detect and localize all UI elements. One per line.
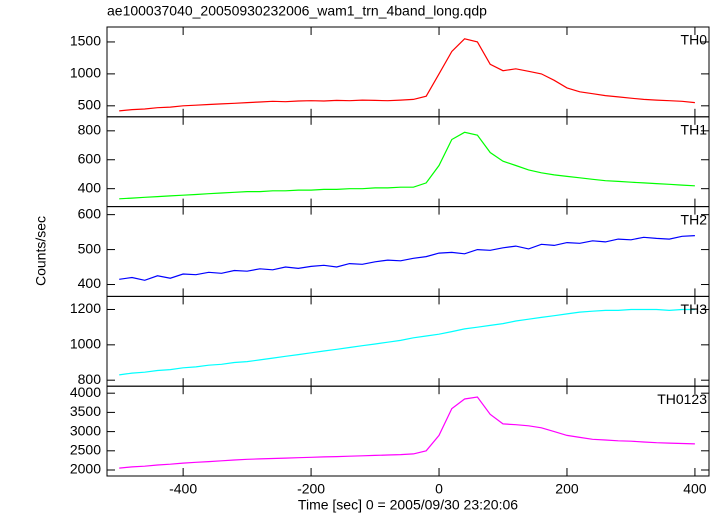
panel-frame bbox=[106, 206, 710, 297]
x-tick-label: -200 bbox=[297, 481, 325, 497]
panel-frame bbox=[106, 116, 710, 208]
y-tick-label: 800 bbox=[78, 122, 102, 138]
data-line bbox=[119, 396, 695, 469]
y-tick-label: 500 bbox=[78, 97, 102, 113]
y-axis-label: Counts/sec bbox=[33, 216, 49, 286]
y-tick-label: 600 bbox=[78, 150, 102, 166]
y-tick-label: 500 bbox=[78, 240, 102, 256]
y-tick-label: 800 bbox=[78, 371, 102, 387]
y-tick-label: 3000 bbox=[70, 422, 101, 438]
panel-label: TH1 bbox=[681, 122, 708, 138]
data-line bbox=[119, 131, 695, 200]
y-tick-label: 1000 bbox=[70, 336, 101, 352]
y-tick-label: 400 bbox=[78, 179, 102, 195]
y-tick-label: 2500 bbox=[70, 442, 101, 458]
panel-frame bbox=[106, 385, 710, 477]
y-tick-label: 400 bbox=[78, 275, 102, 291]
data-line bbox=[119, 308, 695, 376]
y-tick-label: 3500 bbox=[70, 403, 101, 419]
panel-label: TH0123 bbox=[657, 391, 707, 407]
x-tick-label: 200 bbox=[555, 481, 579, 497]
panel-label: TH0 bbox=[681, 32, 708, 48]
x-tick-label: 400 bbox=[683, 481, 707, 497]
chart-title: ae100037040_20050930232006_wam1_trn_4ban… bbox=[107, 3, 487, 19]
y-tick-label: 1200 bbox=[70, 300, 101, 316]
data-line bbox=[119, 235, 695, 281]
panel-label: TH3 bbox=[681, 301, 708, 317]
x-axis-label: Time [sec] 0 = 2005/09/30 23:20:06 bbox=[298, 497, 518, 513]
panel-frame bbox=[106, 26, 710, 118]
y-tick-label: 1500 bbox=[70, 33, 101, 49]
y-tick-label: 2000 bbox=[70, 461, 101, 477]
y-tick-label: 600 bbox=[78, 205, 102, 221]
panel-label: TH2 bbox=[681, 211, 708, 227]
x-tick-label: 0 bbox=[435, 481, 443, 497]
y-tick-label: 1000 bbox=[70, 65, 101, 81]
data-line bbox=[119, 38, 695, 112]
x-tick-label: -400 bbox=[169, 481, 197, 497]
y-tick-label: 4000 bbox=[70, 384, 101, 400]
